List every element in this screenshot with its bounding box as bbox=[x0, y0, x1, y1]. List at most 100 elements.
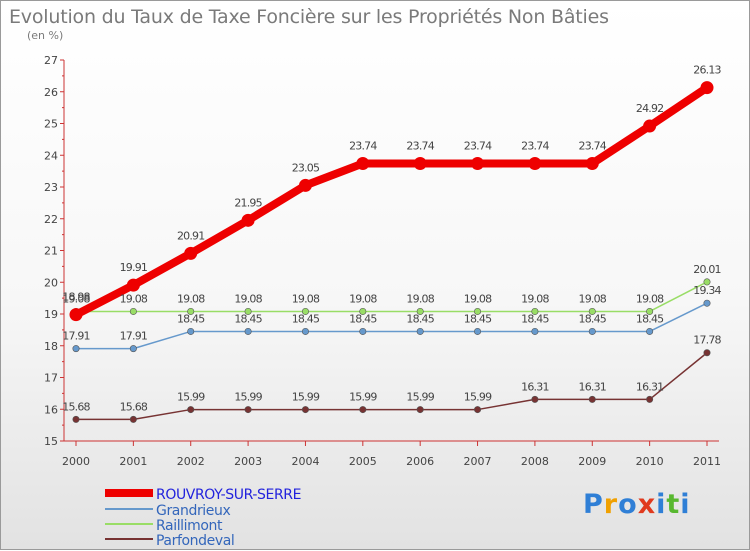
x-tick-label: 2011 bbox=[693, 455, 721, 468]
data-label: 16.31 bbox=[521, 380, 549, 393]
data-label: 19.08 bbox=[62, 292, 90, 305]
data-label: 18.45 bbox=[234, 312, 262, 325]
logo-letter: i bbox=[656, 489, 667, 520]
data-point bbox=[72, 415, 80, 423]
data-point bbox=[184, 246, 198, 260]
data-point bbox=[241, 213, 255, 227]
data-label: 26.13 bbox=[693, 64, 721, 77]
data-label: 17.78 bbox=[693, 334, 721, 347]
data-point bbox=[474, 327, 482, 335]
series-line bbox=[72, 83, 711, 319]
data-label: 18.45 bbox=[579, 312, 607, 325]
data-label: 18.45 bbox=[177, 312, 205, 325]
data-point bbox=[528, 157, 542, 171]
data-point bbox=[416, 406, 424, 414]
x-tick-label: 2002 bbox=[177, 455, 205, 468]
data-point bbox=[413, 157, 427, 171]
data-point bbox=[129, 345, 137, 353]
data-point bbox=[359, 406, 367, 414]
data-point bbox=[585, 157, 599, 171]
data-label: 23.74 bbox=[349, 140, 377, 153]
data-label: 21.95 bbox=[234, 196, 262, 209]
series-line bbox=[75, 302, 708, 350]
data-label: 15.68 bbox=[62, 400, 90, 413]
data-label: 15.99 bbox=[177, 391, 205, 404]
data-label: 18.45 bbox=[521, 312, 549, 325]
data-label: 15.99 bbox=[234, 391, 262, 404]
data-label: 20.01 bbox=[693, 263, 721, 276]
data-point bbox=[301, 327, 309, 335]
x-tick-label: 2006 bbox=[406, 455, 434, 468]
data-point bbox=[700, 81, 714, 95]
data-point bbox=[588, 307, 596, 315]
data-point bbox=[359, 307, 367, 315]
data-label: 19.08 bbox=[234, 292, 262, 305]
data-point bbox=[588, 395, 596, 403]
data-label: 19.08 bbox=[406, 292, 434, 305]
data-point bbox=[244, 327, 252, 335]
data-label: 18.45 bbox=[292, 312, 320, 325]
data-label: 19.08 bbox=[177, 292, 205, 305]
chart-title: Evolution du Taux de Taxe Foncière sur l… bbox=[9, 6, 609, 28]
y-tick-label: 21 bbox=[44, 245, 58, 258]
data-label: 17.91 bbox=[62, 330, 90, 343]
y-tick-label: 16 bbox=[44, 403, 58, 416]
x-tick-label: 2010 bbox=[636, 455, 664, 468]
y-tick-label: 22 bbox=[44, 213, 58, 226]
logo-letter: i bbox=[680, 489, 691, 520]
x-tick-label: 2009 bbox=[578, 455, 606, 468]
logo-letter: o bbox=[618, 489, 638, 520]
data-point bbox=[187, 307, 195, 315]
x-tick-label: 2005 bbox=[349, 455, 377, 468]
y-tick-label: 24 bbox=[44, 149, 58, 162]
data-point bbox=[187, 406, 195, 414]
data-point bbox=[126, 278, 140, 292]
data-point bbox=[69, 308, 83, 322]
data-point bbox=[474, 406, 482, 414]
logo-letter: r bbox=[603, 489, 619, 520]
data-point bbox=[703, 278, 711, 286]
legend-label: Raillimont bbox=[156, 518, 223, 534]
chart-unit: (en %) bbox=[27, 29, 64, 42]
data-label: 15.68 bbox=[120, 400, 148, 413]
logo-letter: P bbox=[583, 489, 604, 520]
data-point bbox=[646, 307, 654, 315]
x-tick-label: 2000 bbox=[62, 455, 90, 468]
data-point bbox=[356, 157, 370, 171]
data-label: 19.08 bbox=[579, 292, 607, 305]
data-point bbox=[244, 307, 252, 315]
data-point bbox=[244, 406, 252, 414]
data-point bbox=[471, 157, 485, 171]
data-point bbox=[474, 307, 482, 315]
series-line bbox=[75, 351, 708, 421]
data-point bbox=[359, 327, 367, 335]
data-label: 23.05 bbox=[292, 161, 320, 174]
data-label: 18.98 bbox=[62, 291, 90, 304]
legend-label: ROUVROY-SUR-SERRE bbox=[156, 487, 301, 503]
data-label: 15.99 bbox=[292, 391, 320, 404]
x-tick-label: 2007 bbox=[464, 455, 492, 468]
data-label: 15.99 bbox=[349, 391, 377, 404]
data-label: 18.45 bbox=[349, 312, 377, 325]
data-label: 23.74 bbox=[521, 140, 549, 153]
data-label: 15.99 bbox=[464, 391, 492, 404]
data-label: 23.74 bbox=[579, 140, 607, 153]
data-point bbox=[129, 307, 137, 315]
x-tick-label: 2008 bbox=[521, 455, 549, 468]
data-point bbox=[646, 395, 654, 403]
y-tick-label: 17 bbox=[44, 372, 58, 385]
legend-label: Parfondeval bbox=[156, 533, 234, 549]
data-label: 19.08 bbox=[349, 292, 377, 305]
data-label: 19.08 bbox=[292, 292, 320, 305]
data-label: 16.31 bbox=[579, 380, 607, 393]
data-point bbox=[187, 327, 195, 335]
y-tick-label: 27 bbox=[44, 54, 58, 67]
data-label: 20.91 bbox=[177, 229, 205, 242]
data-label: 15.99 bbox=[406, 391, 434, 404]
y-tick-label: 20 bbox=[44, 276, 58, 289]
data-label: 17.91 bbox=[120, 330, 148, 343]
proxiti-logo: Proxiti bbox=[583, 489, 691, 520]
data-label: 19.91 bbox=[120, 261, 148, 274]
data-point bbox=[531, 395, 539, 403]
